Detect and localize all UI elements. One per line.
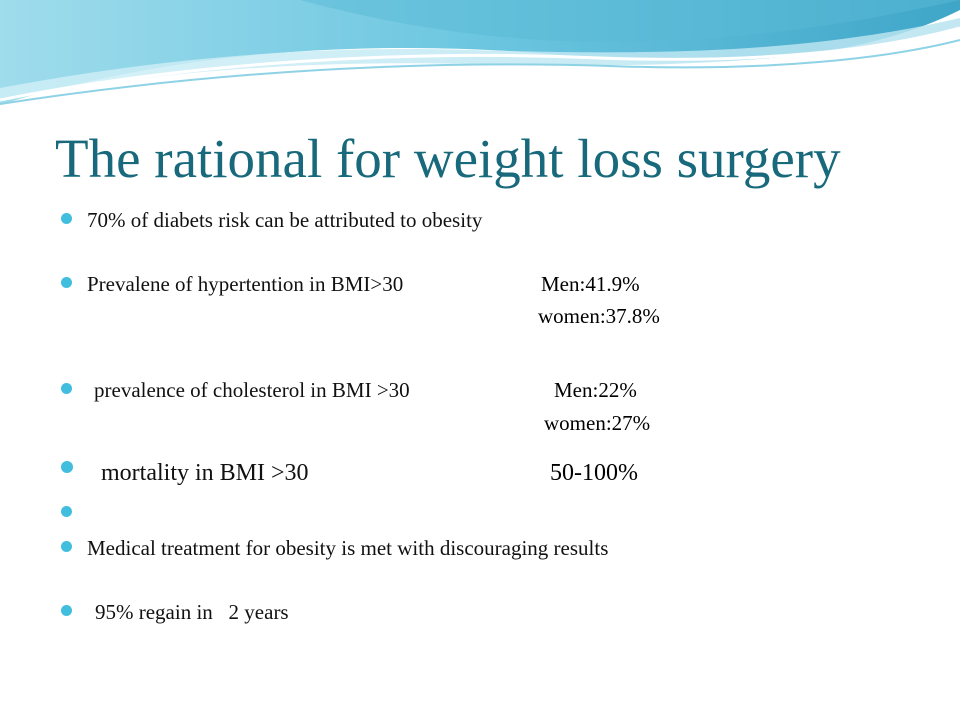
bullet-dot-icon [61, 605, 72, 616]
bullet-cholesterol: prevalence of cholesterol in BMI >30 [94, 378, 410, 402]
bullet-mortality: mortality in BMI >30 [101, 460, 309, 486]
cholesterol-women-value: women:27% [544, 411, 651, 435]
bullet-medical-treatment: Medical treatment for obesity is met wit… [87, 536, 609, 560]
cholesterol-men-value: Men:22% [554, 378, 637, 402]
bullet-dot-icon [61, 541, 72, 552]
hypertension-men-value: Men:41.9% [541, 272, 640, 296]
bullet-dot-icon [61, 461, 73, 473]
bullet-hypertension: Prevalene of hypertention in BMI>30 [87, 272, 404, 296]
mortality-value: 50-100% [550, 460, 638, 486]
hypertension-women-value: women:37.8% [538, 304, 660, 328]
bullet-regain: 95% regain in 2 years [95, 600, 289, 624]
bullet-dot-icon [61, 383, 72, 394]
slide-title: The rational for weight loss surgery [55, 128, 841, 189]
bullet-diabetes-risk: 70% of diabets risk can be attributed to… [87, 208, 483, 232]
bullet-dot-icon [61, 213, 72, 224]
bullet-dot-icon [61, 506, 72, 517]
wave-header-decoration [0, 0, 960, 105]
bullet-dot-icon [61, 277, 72, 288]
